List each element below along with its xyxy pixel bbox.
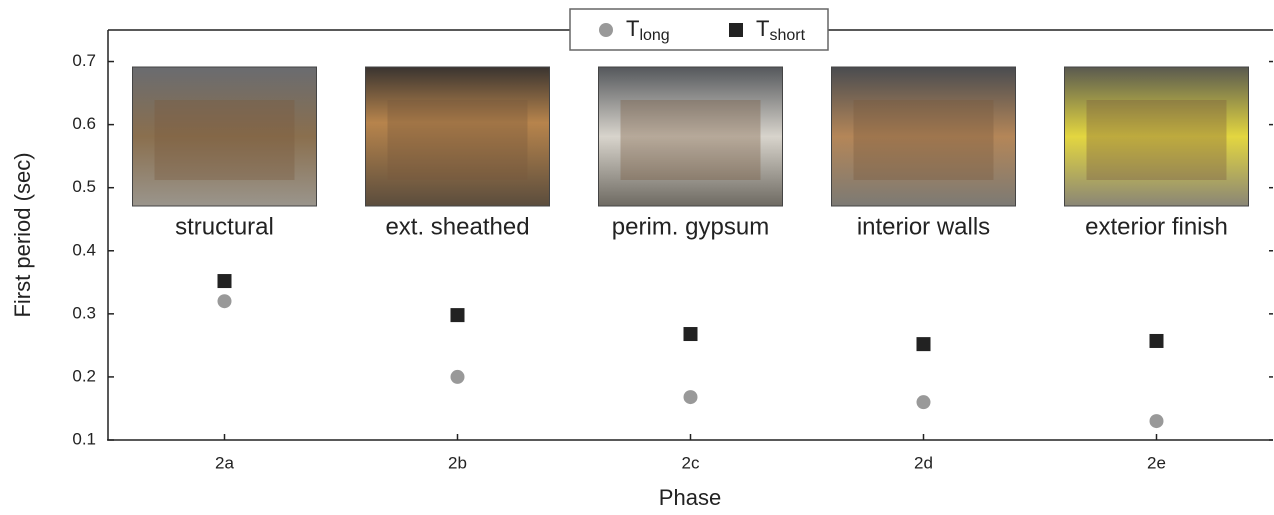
y-tick-label: 0.7 (72, 51, 96, 70)
x-tick-label: 2b (448, 453, 467, 472)
y-axis-label: First period (sec) (10, 152, 35, 317)
point (450, 369, 465, 384)
legend-label-main: T (626, 16, 639, 41)
photo-caption: interior walls (857, 213, 990, 240)
point (916, 395, 931, 410)
x-tick-label: 2a (215, 453, 234, 472)
y-tick-label: 0.6 (72, 114, 96, 133)
legend-box (569, 8, 829, 51)
photo (1064, 66, 1249, 207)
x-tick-label: 2e (1147, 453, 1166, 472)
x-axis-label: Phase (659, 485, 721, 510)
photo-building (387, 100, 528, 180)
point (217, 294, 232, 309)
photo-building (1086, 100, 1227, 180)
y-tick-label: 0.1 (72, 429, 96, 448)
y-tick-label: 0.3 (72, 303, 96, 322)
photo-caption: perim. gypsum (612, 213, 769, 240)
photo (831, 66, 1016, 207)
point (599, 23, 613, 37)
y-tick-label: 0.5 (72, 177, 96, 196)
legend-label: Tshort (756, 16, 806, 44)
photo-building (154, 100, 295, 180)
point (1149, 333, 1164, 348)
point (217, 274, 232, 289)
legend-label: Tlong (626, 16, 670, 44)
legend-label-sub: short (769, 27, 805, 44)
y-tick-label: 0.4 (72, 240, 96, 259)
legend-label-main: T (756, 16, 769, 41)
photo-caption: structural (175, 213, 274, 240)
photo (598, 66, 783, 207)
point (683, 390, 698, 405)
point (1149, 414, 1164, 429)
legend-label-sub: long (639, 27, 669, 44)
point (916, 337, 931, 352)
y-tick-label: 0.2 (72, 366, 96, 385)
photo-caption: exterior finish (1085, 213, 1228, 240)
x-tick-label: 2c (682, 453, 700, 472)
photo (132, 66, 317, 207)
photo (365, 66, 550, 207)
point (729, 23, 743, 37)
photo-building (853, 100, 994, 180)
photo-building (620, 100, 761, 180)
x-tick-label: 2d (914, 453, 933, 472)
point (683, 327, 698, 342)
photo-caption: ext. sheathed (385, 213, 529, 240)
point (450, 308, 465, 323)
